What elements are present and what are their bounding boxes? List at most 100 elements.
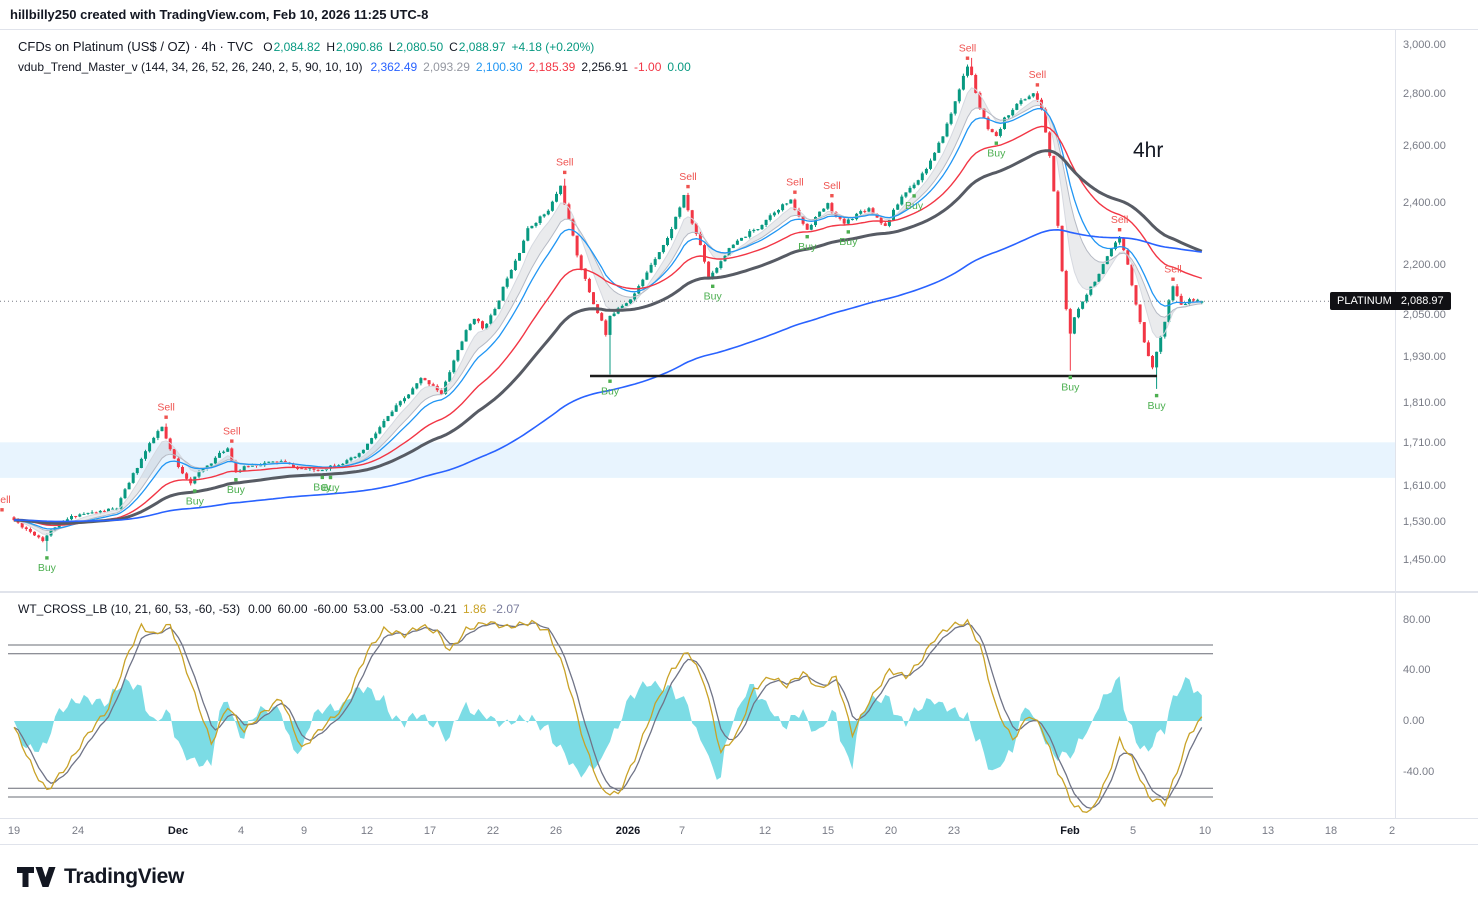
buy-marker-label: Buy [987, 148, 1006, 160]
candle-body [604, 320, 608, 335]
wt-indicator-title[interactable]: WT_CROSS_LB (10, 21, 60, 53, -60, -53) [18, 602, 241, 616]
sell-marker-shape [793, 190, 797, 194]
sell-marker-shape [230, 439, 234, 443]
candle-body [522, 240, 526, 253]
legend-value: L [388, 40, 396, 54]
candle-body [1064, 271, 1068, 310]
price-axis-tick: 1,930.00 [1403, 351, 1446, 363]
time-axis-tick: 12 [360, 825, 374, 837]
candle-body [1188, 299, 1191, 304]
candle-body [1138, 304, 1142, 323]
buy-marker-label: Buy [704, 291, 723, 303]
candle-body [579, 255, 583, 269]
legend-value: -0.21 [429, 602, 457, 616]
candle-body [226, 448, 230, 452]
sell-marker-label: Sell [223, 425, 241, 437]
candle-body [760, 225, 764, 230]
candle-body [1167, 300, 1171, 322]
symbol-title[interactable]: CFDs on Platinum (US$ / OZ) · 4h · TVC [18, 39, 254, 54]
candle-body [411, 388, 415, 395]
candle-body [1196, 299, 1200, 301]
candle-body [583, 268, 587, 279]
buy-marker-shape [846, 230, 850, 234]
price-axis-tick: 1,710.00 [1403, 437, 1446, 449]
wt-axis-tick: -40.00 [1403, 766, 1435, 778]
candle-body [1081, 301, 1085, 309]
candle-body [234, 461, 238, 473]
candle-body [345, 460, 349, 464]
indicator-legend-wtcross[interactable]: WT_CROSS_LB (10, 21, 60, 53, -60, -53) 0.… [18, 600, 526, 618]
candle-body [1134, 285, 1138, 305]
symbol-legend[interactable]: CFDs on Platinum (US$ / OZ) · 4h · TVC O2… [18, 38, 600, 56]
candle-body [357, 453, 361, 457]
tradingview-logo[interactable]: TradingView [16, 864, 184, 890]
candle-body [871, 208, 875, 215]
buy-marker-label: Buy [321, 482, 340, 494]
candle-body [1163, 321, 1167, 337]
legend-value: 53.00 [353, 602, 384, 616]
price-axis-tick: 2,600.00 [1403, 140, 1446, 152]
candle-body [1126, 250, 1130, 265]
ma-line-170 [14, 229, 1202, 523]
candle-body [600, 313, 604, 321]
time-axis-tick: 15 [821, 825, 835, 837]
candle-body [403, 398, 406, 402]
legend-value: 2,090.86 [336, 40, 383, 54]
candle-body [505, 278, 509, 287]
candle-body [102, 510, 106, 512]
candle-body [33, 531, 36, 536]
candle-body [575, 235, 579, 256]
candle-body [546, 210, 550, 215]
candle-body [1109, 248, 1113, 257]
candle-body [690, 210, 694, 224]
tradingview-logo-icon [17, 867, 56, 887]
indicator-legend-vdub[interactable]: vdub_Trend_Master_v (144, 34, 26, 52, 26… [18, 58, 697, 76]
candle-body [1015, 103, 1019, 110]
candle-body [172, 449, 176, 459]
candle-body [822, 208, 826, 212]
candle-body [1044, 109, 1048, 133]
candle-body [1040, 99, 1043, 110]
candle-body [735, 240, 739, 245]
candle-body [953, 101, 957, 114]
ma-line-16 [13, 108, 1202, 530]
candle-body [1007, 115, 1011, 118]
buy-marker-shape [234, 478, 238, 482]
price-axis-tick: 2,200.00 [1403, 259, 1446, 271]
buy-marker-shape [320, 475, 324, 480]
candle-body [1179, 295, 1183, 305]
candle-body [805, 223, 809, 230]
sell-marker-label: Sell [0, 494, 11, 506]
candle-body [444, 381, 448, 394]
candle-body [28, 529, 32, 532]
price-axis[interactable]: 3,000.00 2,800.00 2,600.00 2,400.00 2,200.00… [1395, 30, 1478, 845]
time-axis-tick: 20 [884, 825, 898, 837]
buy-marker-shape [1068, 375, 1072, 380]
candle-body [1068, 309, 1072, 334]
candle-body [526, 228, 530, 241]
candle-body [867, 208, 871, 212]
candle-body [37, 535, 41, 538]
candle-body [587, 278, 591, 293]
candle-body [629, 299, 632, 304]
candle-body [920, 173, 924, 181]
vdub-indicator-title[interactable]: vdub_Trend_Master_v (144, 34, 26, 52, 26… [18, 60, 363, 74]
candle-body [472, 318, 476, 325]
candle-body [156, 431, 160, 438]
candle-body [887, 220, 891, 226]
time-axis-tick: 24 [71, 825, 85, 837]
candle-body [555, 193, 558, 202]
candle-body [797, 209, 801, 217]
time-axis[interactable]: 19 24 Dec 4 9 12 17 22 26 2026 7 12 15 20 23 Feb 5 10 13 18… [0, 818, 1478, 845]
tradingview-wordmark: TradingView [64, 865, 185, 888]
candle-body [45, 535, 49, 541]
legend-value: 2,084.82 [273, 40, 321, 54]
candle-body [748, 231, 752, 237]
pane-divider[interactable] [0, 591, 1478, 593]
candle-body [1093, 281, 1097, 287]
candle-body [550, 201, 554, 211]
price-axis-tick: 1,810.00 [1403, 397, 1446, 409]
time-axis-tick: 22 [486, 825, 500, 837]
candle-body [111, 508, 115, 510]
